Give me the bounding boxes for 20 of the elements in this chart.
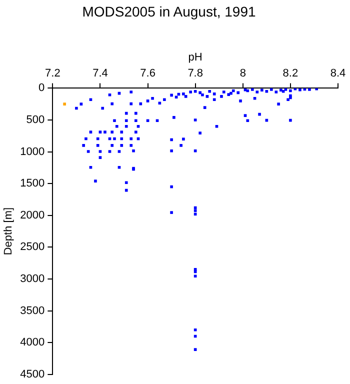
x-tick-label: 7.8 bbox=[188, 68, 203, 80]
y-tick-label: 3500 bbox=[20, 304, 45, 317]
chart-title: MODS2005 in August, 1991 bbox=[82, 3, 256, 20]
y-tick-label: 4000 bbox=[20, 336, 45, 349]
x-tick-label: 7.2 bbox=[45, 68, 60, 80]
y-tick-label: 1000 bbox=[20, 146, 45, 158]
x-tick-label: 7.4 bbox=[92, 68, 108, 80]
x-axis-title: pH bbox=[188, 51, 202, 64]
x-tick-label: 8 bbox=[240, 68, 246, 80]
y-tick-label: 2000 bbox=[20, 209, 45, 222]
y-tick-label: 500 bbox=[26, 114, 45, 126]
x-tick-label: 8.2 bbox=[282, 68, 298, 80]
y-tick-label: 1500 bbox=[20, 178, 45, 190]
x-tick-label: 8.4 bbox=[330, 68, 346, 80]
y-tick-label: 2500 bbox=[20, 241, 45, 254]
x-tick-label: 7.6 bbox=[140, 68, 156, 80]
y-tick-label: 3000 bbox=[20, 273, 45, 286]
y-tick-label: 0 bbox=[38, 82, 45, 94]
y-tick-label: 4500 bbox=[20, 368, 45, 380]
y-axis-title: Depth [m] bbox=[2, 207, 15, 256]
